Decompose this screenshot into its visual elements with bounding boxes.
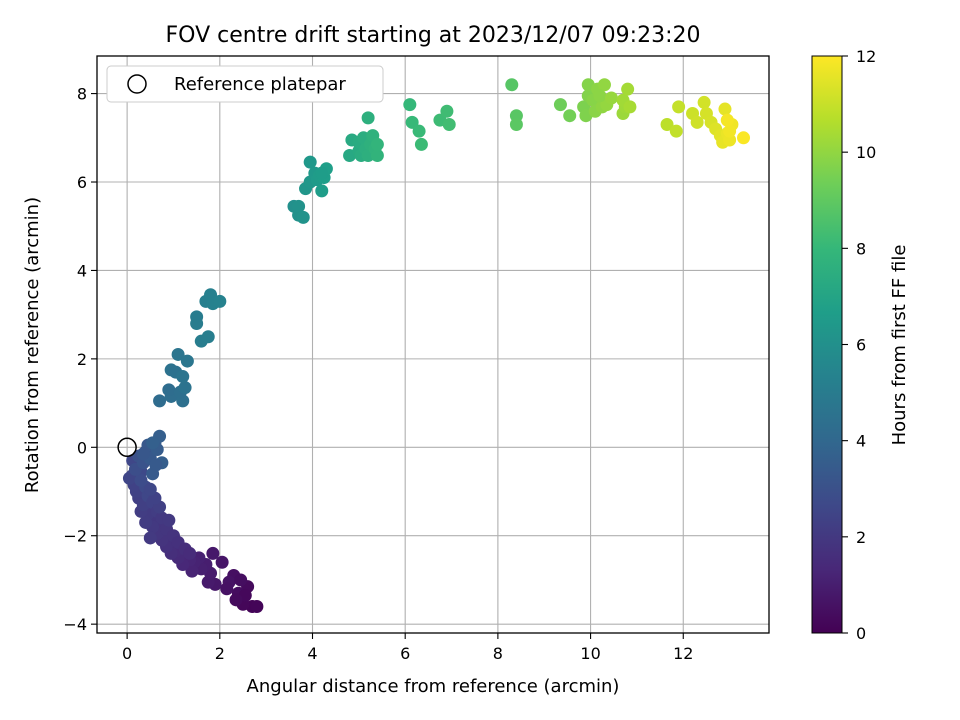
data-point xyxy=(143,531,157,545)
data-point xyxy=(505,78,519,92)
data-point xyxy=(405,115,419,129)
colorbar-tick-label: 10 xyxy=(856,143,876,162)
data-point xyxy=(215,555,229,569)
x-tick-label: 8 xyxy=(493,644,503,663)
data-point xyxy=(723,124,737,138)
data-point xyxy=(139,515,153,529)
data-point xyxy=(183,546,197,560)
data-point xyxy=(315,184,329,198)
legend-box xyxy=(106,65,384,103)
data-point xyxy=(697,95,711,109)
legend: Reference platepar xyxy=(106,65,384,103)
data-point xyxy=(134,473,148,487)
y-tick-label: 0 xyxy=(77,438,87,457)
data-points xyxy=(122,78,751,613)
data-point xyxy=(412,124,426,138)
colorbar-tick-label: 6 xyxy=(856,336,866,355)
data-point xyxy=(234,573,248,587)
data-point xyxy=(370,137,384,151)
y-tick-label: 2 xyxy=(77,350,87,369)
data-point xyxy=(201,330,215,344)
data-point xyxy=(250,599,264,613)
x-tick-label: 2 xyxy=(215,644,225,663)
data-point xyxy=(623,100,637,114)
data-point xyxy=(162,383,176,397)
data-point xyxy=(672,100,686,114)
x-tick-label: 10 xyxy=(580,644,600,663)
y-tick-label: 6 xyxy=(77,173,87,192)
data-point xyxy=(315,166,329,180)
data-point xyxy=(737,131,751,145)
data-point xyxy=(153,394,167,408)
y-axis-label: Rotation from reference (arcmin) xyxy=(22,197,43,493)
data-point xyxy=(597,78,611,92)
data-point xyxy=(370,148,384,162)
data-point xyxy=(296,210,310,224)
data-point xyxy=(690,115,704,129)
data-point xyxy=(171,347,185,361)
x-tick-label: 12 xyxy=(673,644,693,663)
data-point xyxy=(553,98,567,112)
y-tick-label: −4 xyxy=(63,615,87,634)
data-point xyxy=(718,102,732,116)
data-point xyxy=(361,111,375,125)
data-point xyxy=(149,458,163,472)
legend-marker xyxy=(127,74,147,94)
data-point xyxy=(720,113,734,127)
data-point xyxy=(442,118,456,132)
colorbar xyxy=(811,55,843,634)
data-point xyxy=(162,513,176,527)
data-point xyxy=(403,98,417,112)
data-point xyxy=(563,109,577,123)
x-tick-label: 6 xyxy=(400,644,410,663)
data-point xyxy=(180,354,194,368)
data-point xyxy=(414,137,428,151)
colorbar-tick-label: 2 xyxy=(856,528,866,547)
data-point xyxy=(669,124,683,138)
colorbar-tick-label: 0 xyxy=(856,624,866,643)
data-point xyxy=(229,593,243,607)
colorbar-tick-label: 4 xyxy=(856,432,866,451)
data-point xyxy=(178,381,192,395)
x-axis-label: Angular distance from reference (arcmin) xyxy=(247,676,620,697)
data-point xyxy=(136,447,150,461)
colorbar-ticks: 0 2 4 6 8 10 12 xyxy=(842,47,876,643)
chart-title: FOV centre drift starting at 2023/12/07 … xyxy=(166,23,701,48)
grid-lines xyxy=(97,56,769,633)
y-tick-label: −2 xyxy=(63,527,87,546)
data-point xyxy=(593,89,607,103)
data-point xyxy=(292,199,306,213)
legend-label: Reference platepar xyxy=(174,74,346,95)
plot-frame xyxy=(96,55,770,634)
data-point xyxy=(206,546,220,560)
data-point xyxy=(660,118,674,132)
data-point xyxy=(176,370,190,384)
x-tick-label: 0 xyxy=(122,644,132,663)
y-tick-label: 4 xyxy=(77,261,87,280)
data-point xyxy=(185,564,199,578)
data-point xyxy=(213,294,227,308)
data-point xyxy=(303,155,317,169)
data-point xyxy=(146,436,160,450)
reference-marker xyxy=(117,437,137,458)
y-tick-label: 8 xyxy=(77,85,87,104)
data-point xyxy=(604,91,618,105)
y-axis-ticks: −4 −2 0 2 4 6 8 xyxy=(63,85,97,634)
data-point xyxy=(143,482,157,496)
data-point xyxy=(621,82,635,96)
colorbar-tick-label: 8 xyxy=(856,239,866,258)
colorbar-label: Hours from first FF file xyxy=(889,245,910,446)
x-tick-label: 4 xyxy=(307,644,317,663)
data-point xyxy=(440,104,454,118)
colorbar-tick-label: 12 xyxy=(856,47,876,66)
data-point xyxy=(220,582,234,596)
data-point xyxy=(190,310,204,324)
x-axis-ticks: 0 2 4 6 8 10 12 xyxy=(122,633,693,663)
data-point xyxy=(509,118,523,132)
